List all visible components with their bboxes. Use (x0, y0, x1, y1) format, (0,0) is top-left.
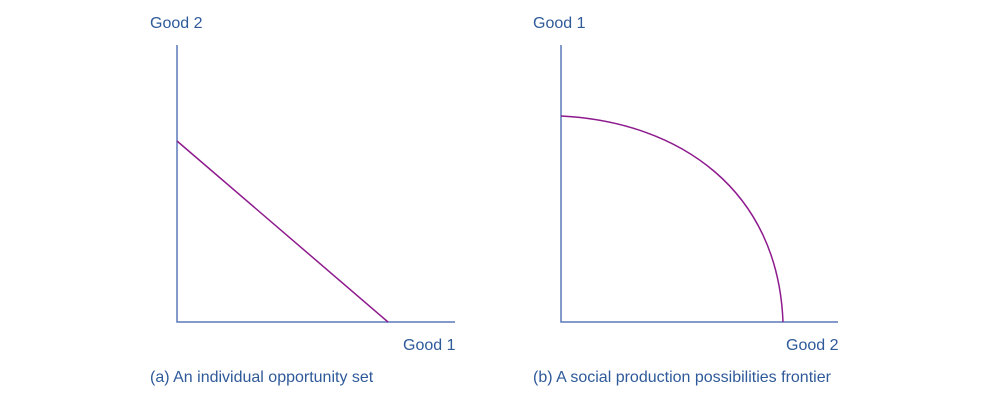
x-axis-label: Good 1 (403, 337, 456, 354)
panel-a: Good 2 Good 1 (a) An individual opportun… (150, 15, 456, 386)
axes (560, 45, 838, 323)
opportunity-line (176, 140, 389, 323)
x-axis-label: Good 2 (786, 337, 839, 354)
panel-b: Good 1 Good 2 (b) A social production po… (533, 15, 839, 386)
y-axis-label: Good 1 (533, 15, 586, 32)
caption: (a) An individual opportunity set (150, 369, 374, 386)
caption: (b) A social production possibilities fr… (533, 369, 832, 386)
axes (176, 45, 455, 323)
ppf-curve (560, 115, 784, 323)
y-axis-label: Good 2 (150, 15, 203, 32)
